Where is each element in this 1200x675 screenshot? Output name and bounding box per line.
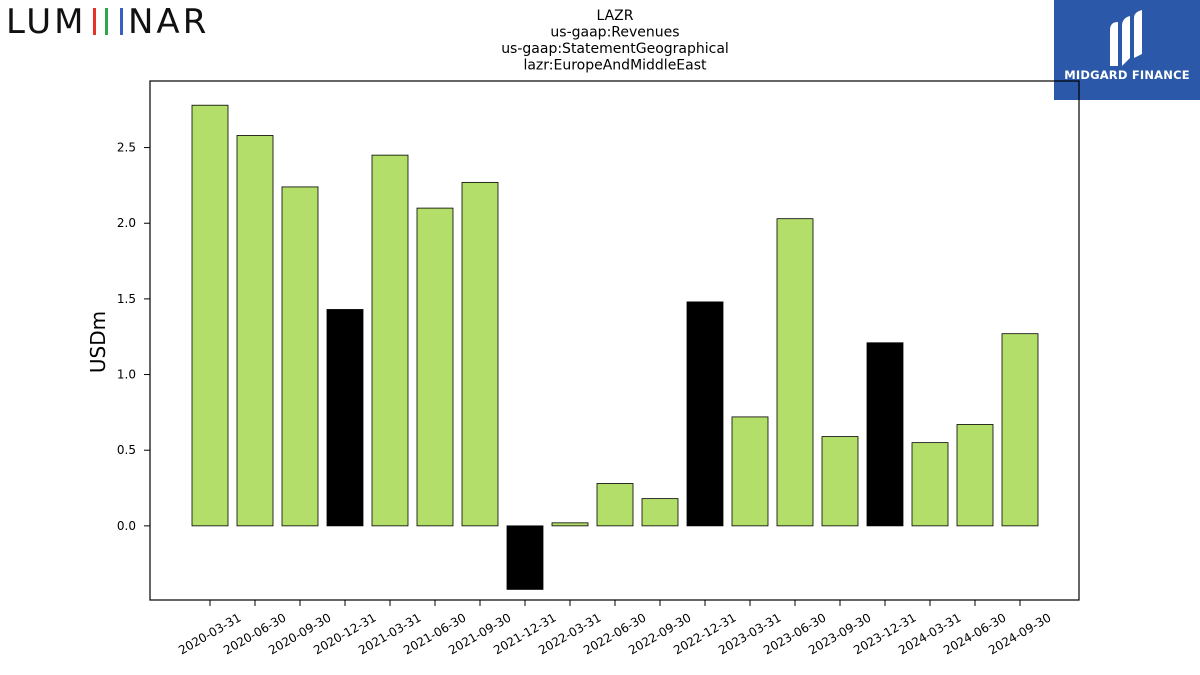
luminar-logo-i-blue (120, 8, 123, 35)
bar (326, 309, 364, 527)
midgard-finance-text: MIDGARD FINANCE (1064, 68, 1190, 82)
luminar-logo: LUM NAR (6, 4, 206, 40)
bar (281, 186, 319, 527)
bar (371, 154, 409, 527)
bar (776, 218, 814, 527)
bar (956, 424, 994, 527)
midgard-finance-logo: MIDGARD FINANCE (1054, 0, 1200, 100)
bar (641, 498, 679, 527)
luminar-logo-text-tail: NAR (128, 4, 206, 40)
bar (191, 104, 229, 527)
chart-title-line: us-gaap:Revenues (550, 25, 679, 41)
y-axis: 0.0 0.5 1.0 1.5 2.0 2.5 (117, 141, 150, 533)
y-tick-label: 1.0 (117, 368, 136, 382)
luminar-logo-text: LUM (6, 4, 86, 40)
y-tick-label: 0.0 (117, 519, 136, 533)
y-tick-label: 1.5 (117, 292, 136, 306)
y-tick-label: 2.0 (117, 216, 136, 230)
bar (236, 135, 274, 527)
x-axis: 2020-03-312020-06-302020-09-302020-12-31… (176, 600, 1054, 657)
y-axis-label: USDm (86, 311, 110, 373)
bar (461, 181, 499, 527)
luminar-logo-i-green (105, 8, 108, 35)
bar (911, 442, 949, 527)
chart-title-line: lazr:EuropeAndMiddleEast (523, 58, 707, 74)
bars (191, 104, 1039, 590)
chart-title-line: us-gaap:StatementGeographical (501, 41, 729, 57)
bar (551, 522, 589, 527)
plot-frame (149, 80, 1080, 601)
chart-title-line: LAZR (596, 8, 633, 24)
bar (596, 483, 634, 527)
chart-title: LAZRus-gaap:Revenuesus-gaap:StatementGeo… (501, 8, 729, 74)
bar (731, 416, 769, 527)
y-tick-label: 0.5 (117, 443, 136, 457)
midgard-mark-icon (1110, 10, 1142, 66)
y-tick-label: 2.5 (117, 141, 136, 155)
bar (686, 301, 724, 527)
luminar-logo-i-red (93, 8, 96, 35)
bar (866, 342, 904, 527)
bar (821, 436, 859, 527)
bar (416, 207, 454, 527)
bar (1001, 333, 1039, 527)
bar (506, 525, 544, 590)
